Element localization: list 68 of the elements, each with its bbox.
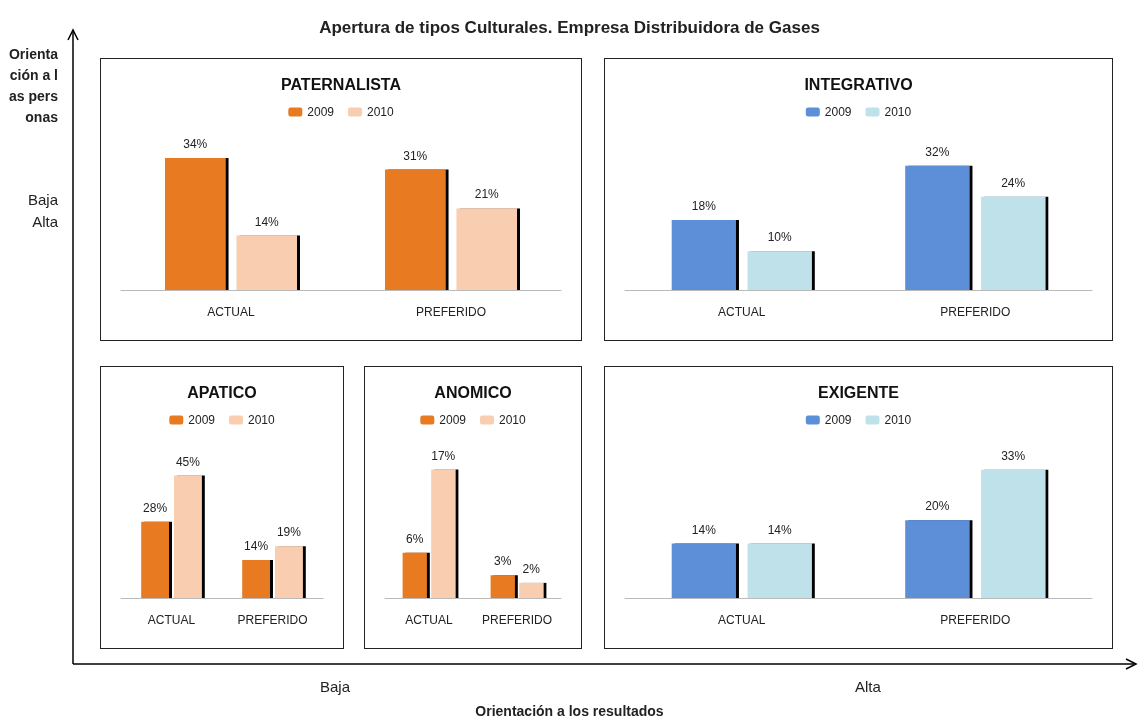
text: Apertura de tipos Culturales. Empresa Distribuidora de Gases <box>318 18 821 38</box>
chart-title: EXIGENTE <box>818 383 900 401</box>
bar <box>456 208 517 290</box>
data-label: 28% <box>143 500 168 515</box>
data-label: 32% <box>925 144 950 159</box>
x-tick-label: PREFERIDO <box>940 613 1011 627</box>
legend-label: 2010 <box>367 105 395 119</box>
data-label: 31% <box>403 148 428 163</box>
text: Alta <box>31 213 58 230</box>
legend-label: 2009 <box>188 413 216 427</box>
legend-label: 2010 <box>884 413 912 427</box>
bar <box>981 196 1046 290</box>
data-label: 14% <box>691 522 717 537</box>
bar <box>490 575 515 598</box>
data-label: 3% <box>494 554 512 569</box>
chart-title: ANOMICO <box>434 383 512 401</box>
legend-label: 2009 <box>439 413 467 427</box>
data-label: 2% <box>522 561 541 576</box>
bar <box>905 165 970 290</box>
data-label: 10% <box>767 230 792 245</box>
data-label: 14% <box>767 522 792 537</box>
legend-label: 2009 <box>307 105 335 119</box>
x-tick-label: PREFERIDO <box>237 613 308 627</box>
text: Baja <box>320 678 351 695</box>
x-tick-label: ACTUAL <box>405 613 453 627</box>
x-tick-label: PREFERIDO <box>481 613 553 627</box>
legend-label: 2010 <box>248 413 276 427</box>
bar <box>275 546 303 598</box>
bar <box>402 552 427 598</box>
bar <box>141 521 169 598</box>
bar <box>671 220 736 290</box>
bar <box>165 157 226 290</box>
x-tick-label: ACTUAL <box>147 613 196 627</box>
data-label: 14% <box>244 538 269 553</box>
bar <box>174 475 202 598</box>
bar <box>431 469 456 598</box>
bar <box>747 251 812 290</box>
data-label: 17% <box>431 448 456 463</box>
x-tick-label: ACTUAL <box>718 305 766 319</box>
legend-label: 2010 <box>884 105 912 119</box>
data-label: 18% <box>691 199 717 214</box>
chart-title: INTEGRATIVO <box>804 75 913 93</box>
text: Orientación a los resultados <box>474 703 665 719</box>
x-tick-label: PREFERIDO <box>415 305 487 319</box>
bar <box>242 559 270 598</box>
bar <box>385 169 446 290</box>
text: Alta <box>855 678 881 695</box>
legend-label: 2009 <box>824 105 852 119</box>
data-label: 6% <box>406 531 424 546</box>
chart-title: APATICO <box>187 383 257 401</box>
text: Baja <box>26 191 58 208</box>
legend-label: 2010 <box>499 413 527 427</box>
bar <box>519 582 544 598</box>
data-label: 19% <box>276 525 302 540</box>
data-label: 21% <box>474 187 500 202</box>
x-tick-label: PREFERIDO <box>940 305 1011 319</box>
data-label: 34% <box>183 136 208 151</box>
data-label: 45% <box>175 454 201 469</box>
text: Orientación a las personas <box>8 45 58 127</box>
data-label: 14% <box>254 214 280 229</box>
chart-title: PATERNALISTA <box>281 75 402 93</box>
legend-label: 2009 <box>824 413 852 427</box>
x-tick-label: ACTUAL <box>207 305 255 319</box>
data-label: 33% <box>1001 448 1026 463</box>
x-tick-label: ACTUAL <box>718 613 766 627</box>
data-label: 24% <box>1001 175 1026 190</box>
bar <box>236 235 297 290</box>
data-label: 20% <box>925 499 950 514</box>
